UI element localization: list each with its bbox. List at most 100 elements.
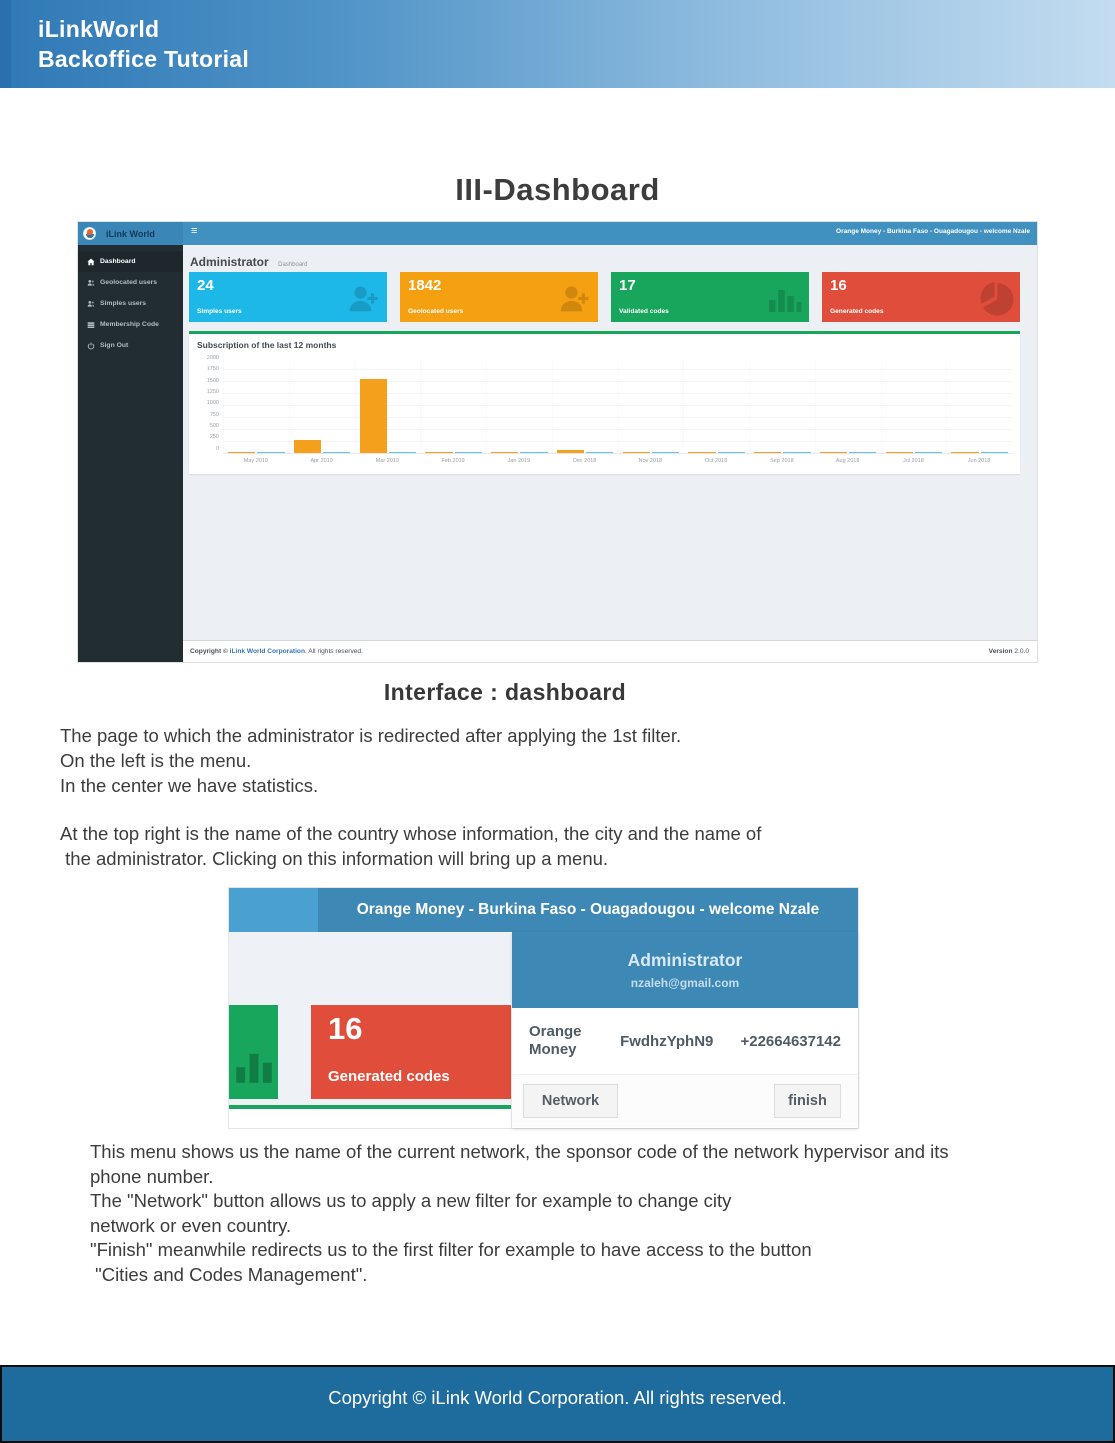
x-tick-label: Apr 2019 <box>310 458 333 464</box>
user-menu-title: Administrator <box>627 950 743 970</box>
home-icon <box>87 258 95 266</box>
banner-left-edge <box>0 0 11 88</box>
x-tick-label: Jul 2018 <box>902 458 924 464</box>
chart-category <box>552 358 618 453</box>
stat-label: Generated codes <box>328 1068 450 1085</box>
brand-logo[interactable]: iLink World <box>78 222 183 245</box>
sidebar-item-label: Dashboard <box>100 258 136 265</box>
x-tick-label: Aug 2018 <box>835 458 860 464</box>
chart-category <box>355 358 421 453</box>
chart-category <box>618 358 684 453</box>
sidebar-item-label: Membership Code <box>100 321 159 328</box>
user-menu-header: Administrator nzaleh@gmail.com <box>512 932 858 1008</box>
stat-card-simples-users: 24 Simples users <box>189 272 387 322</box>
subscription-chart-card: Subscription of the last 12 months 2000 1… <box>189 331 1020 474</box>
dashboard-content: Administrator Dashboard 24 Simples users… <box>183 245 1037 662</box>
table-icon <box>87 321 95 329</box>
company-link[interactable]: iLink World Corporation <box>229 648 305 655</box>
stat-value: 24 <box>197 277 214 294</box>
bar-subscriptions <box>688 451 716 453</box>
stat-label: Generated codes <box>830 308 884 315</box>
users-icon <box>87 279 95 287</box>
bar-subscriptions <box>951 451 979 453</box>
y-tick-label: 250 <box>209 434 219 441</box>
x-tick-label: May 2019 <box>243 458 268 464</box>
stat-card-validated-codes: 17 Validated codes <box>611 272 809 322</box>
page-subtitle: Dashboard <box>278 262 308 268</box>
x-tick-label: Dec 2018 <box>572 458 597 464</box>
chart-plot-area <box>223 358 1012 454</box>
bar-secondary <box>849 451 877 453</box>
y-tick-label: 500 <box>209 422 219 429</box>
version-label: Version <box>988 648 1013 655</box>
finish-button[interactable]: finish <box>774 1084 841 1118</box>
copyright-prefix: Copyright © <box>190 648 230 655</box>
sponsor-code: FwdhzYphN9 <box>620 1032 714 1050</box>
paragraph-3: This menu shows us the name of the curre… <box>90 1141 949 1285</box>
bar-subscriptions <box>622 451 650 453</box>
x-tick-label: Feb 2019 <box>441 458 465 464</box>
bar-secondary <box>257 451 285 453</box>
popup-topbar-user-area[interactable]: Orange Money - Burkina Faso - Ouagadougo… <box>318 888 858 932</box>
y-tick-label: 1500 <box>206 377 219 384</box>
bar-chart-icon <box>236 1053 272 1083</box>
interface-caption: Interface : dashboard <box>383 679 627 705</box>
y-tick-label: 0 <box>215 445 219 452</box>
sidebar-item-sign-out[interactable]: Sign Out <box>78 335 183 356</box>
version-value: 2.0.0 <box>1014 648 1029 655</box>
power-icon <box>87 341 95 350</box>
sidebar-item-geolocated-users[interactable]: Geolocated users <box>78 272 183 293</box>
bar-secondary <box>717 451 745 453</box>
sidebar: Dashboard Geolocated users Simples users… <box>78 245 183 662</box>
page-title: Administrator <box>190 255 269 269</box>
banner-title-line2: Backoffice Tutorial <box>38 46 250 72</box>
stat-value: 17 <box>619 277 636 294</box>
chart-category <box>486 358 552 453</box>
chart-category <box>223 358 289 453</box>
hamburger-menu-icon[interactable]: ≡ <box>191 225 198 237</box>
paragraph-1: The page to which the administrator is r… <box>60 725 682 796</box>
bar-secondary <box>651 451 680 453</box>
chart-card-fragment <box>229 1105 511 1128</box>
bar-secondary <box>914 451 943 453</box>
bar-secondary <box>454 451 482 453</box>
network-button[interactable]: Network <box>523 1084 618 1118</box>
stat-value: 1842 <box>408 277 442 294</box>
bar-secondary <box>388 451 417 453</box>
popup-topbar-left <box>229 888 318 932</box>
user-menu-footer: Network finish <box>512 1075 858 1127</box>
x-tick-label: Jan 2019 <box>507 458 531 464</box>
bar-subscriptions <box>819 451 848 453</box>
bar-secondary <box>323 451 351 453</box>
x-tick-label: Jun 2018 <box>967 458 991 464</box>
chart-category <box>683 358 749 453</box>
chart-x-axis: May 2019 Apr 2019 Mar 2019 Feb 2019 Jan 2019… <box>223 454 1012 464</box>
x-tick-label: Oct 2018 <box>704 458 728 464</box>
brand-name: iLink World <box>106 228 155 239</box>
user-plus-icon <box>556 280 592 316</box>
chart-y-axis: 2000 1750 1500 1250 1000 750 500 250 0 <box>197 355 223 454</box>
chart-category <box>815 358 881 453</box>
x-tick-label: Mar 2019 <box>375 458 399 464</box>
user-dropdown-menu: Administrator nzaleh@gmail.com Orange Mo… <box>512 932 858 1128</box>
user-menu-body: Orange Money FwdhzYphN9 +22664637142 <box>512 1008 858 1075</box>
sidebar-item-label: Geolocated users <box>100 279 158 286</box>
stat-card-geolocated-users: 1842 Geolocated users <box>400 272 598 322</box>
bar-subscriptions <box>359 378 387 453</box>
sidebar-item-membership-code[interactable]: Membership Code <box>78 314 183 335</box>
sidebar-item-simples-users[interactable]: Simples users <box>78 293 183 314</box>
y-tick-label: 1750 <box>206 366 219 373</box>
sidebar-item-dashboard[interactable]: Dashboard <box>78 251 183 272</box>
bar-subscriptions <box>293 439 322 453</box>
user-context-link[interactable]: Orange Money - Burkina Faso - Ouagadougo… <box>356 901 820 918</box>
bar-subscriptions <box>491 451 519 453</box>
bar-secondary <box>980 451 1008 453</box>
user-context-link[interactable]: Orange Money - Burkina Faso - Ouagadougo… <box>836 228 1030 235</box>
copyright-suffix: . All rights reserved. <box>305 648 363 655</box>
user-menu-screenshot: Orange Money - Burkina Faso - Ouagadougo… <box>229 888 858 1128</box>
stat-value: 16 <box>830 277 847 294</box>
chart-category <box>749 358 815 453</box>
y-tick-label: 1250 <box>206 388 219 395</box>
dashboard-footer: Copyright © iLink World Corporation. All… <box>183 640 1037 662</box>
x-tick-label: Nov 2018 <box>638 458 663 464</box>
